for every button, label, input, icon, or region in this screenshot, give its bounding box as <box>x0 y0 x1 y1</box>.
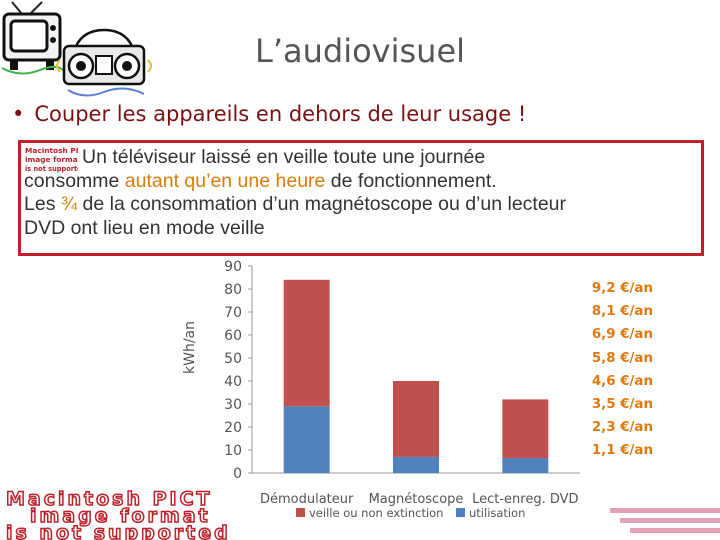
cost-label: 3,5 €/an <box>591 396 653 412</box>
unsupported-image-placeholder-large: Macintosh PICT image format is not suppo… <box>5 488 720 540</box>
placeholder-small-line: Macintosh PICT <box>25 146 78 155</box>
note-text: Un téléviseur laissé en veille toute une… <box>24 146 704 240</box>
y-tick-label: 60 <box>224 328 242 344</box>
bar-segment-utilisation <box>283 406 330 473</box>
y-tick-label: 90 <box>224 259 242 275</box>
note-line-3-start: Les <box>24 193 61 215</box>
note-line-3-end: de la consommation d’un magnétoscope ou … <box>77 193 567 215</box>
y-tick-label: 50 <box>224 351 242 367</box>
placeholder-stripe <box>610 508 720 513</box>
bar-segment-veille <box>283 279 330 407</box>
note-line-1: Un téléviseur laissé en veille toute une… <box>82 146 486 168</box>
placeholder-large-line: image format <box>30 505 211 527</box>
placeholder-stripe <box>620 518 720 523</box>
unsupported-image-placeholder-small: Macintosh PICT image format is not suppo… <box>25 146 78 173</box>
y-tick-label: 70 <box>224 305 242 321</box>
radio-clipart-icon <box>56 28 152 97</box>
y-axis-title: kWh/an <box>182 321 198 374</box>
placeholder-small-line: image format <box>25 155 78 164</box>
note-frame <box>18 140 704 256</box>
note-line-4: DVD ont lieu en mode veille <box>24 216 265 239</box>
bar-segment-utilisation <box>502 458 549 473</box>
cost-label: 9,2 €/an <box>591 281 653 296</box>
cost-label: 8,1 €/an <box>591 304 653 320</box>
note-line-3: Les ¾ de la consommation d’un magnétosco… <box>24 193 704 217</box>
cost-label: 1,1 €/an <box>591 443 653 459</box>
placeholder-stripe <box>630 528 720 533</box>
cost-labels: 9,2 €/an 8,1 €/an 6,9 €/an 5,8 €/an 4,6 €/an… <box>583 277 653 463</box>
cost-label: 6,9 €/an <box>591 327 653 343</box>
x-category-label: Magnétoscope <box>369 492 464 507</box>
y-tick-label: 30 <box>224 397 242 413</box>
legend-swatch-utilisation <box>456 508 465 517</box>
y-tick-label: 80 <box>224 282 242 298</box>
y-tick-label: 0 <box>233 466 242 482</box>
note-line-2: consomme autant qu’en une heure de fonct… <box>24 170 704 194</box>
y-tick-label: 10 <box>224 443 242 459</box>
cost-label: 5,8 €/an <box>591 350 653 366</box>
note-highlight-duration: autant qu’en une heure <box>124 169 326 192</box>
note-line-2-end: de fonctionnement. <box>325 169 497 192</box>
placeholder-large-line: is not supported <box>6 522 231 540</box>
x-category-label: Démodulateur <box>260 492 354 507</box>
bar-segment-veille <box>502 399 549 459</box>
placeholder-large-line: Macintosh PICT <box>6 488 213 510</box>
consumption-chart: 0 10 20 30 40 50 60 70 80 90 kWh/an Démodulateur Mag… <box>182 259 580 520</box>
legend-label-utilisation: utilisation <box>469 506 525 520</box>
bar-segment-veille <box>393 381 439 457</box>
placeholder-small-line: is not supported <box>25 165 78 173</box>
cost-label: 2,3 €/an <box>591 420 653 436</box>
note-highlight-fraction: ¾ <box>60 193 78 215</box>
bar-segment-utilisation <box>393 456 439 473</box>
legend-label-veille: veille ou non extinction <box>309 506 443 520</box>
bullet-text: Couper les appareils en dehors de leur u… <box>34 102 527 126</box>
bullet-marker: • <box>12 102 25 126</box>
note-line-2-start: consomme <box>24 169 125 192</box>
cost-label: 4,6 €/an <box>591 373 653 389</box>
y-tick-label: 40 <box>224 374 242 390</box>
x-category-label: Lect-enreg. DVD <box>472 492 578 507</box>
slide-title: L’audiovisuel <box>254 32 466 70</box>
tv-clipart-icon <box>1 1 67 75</box>
legend-swatch-veille <box>296 508 305 517</box>
bullet-point: • Couper les appareils en dehors de leur … <box>12 102 526 126</box>
y-tick-label: 20 <box>224 420 242 436</box>
